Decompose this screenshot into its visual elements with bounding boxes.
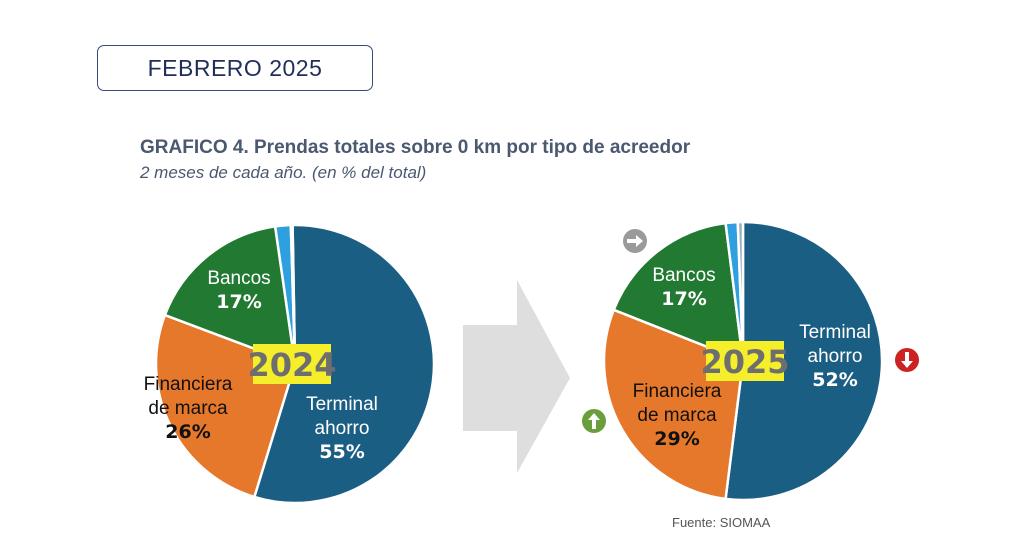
slice-label-bancos: Bancos: [652, 265, 715, 286]
source-note: Fuente: SIOMAA: [672, 515, 771, 530]
slice-value-bancos: 17%: [216, 291, 261, 313]
slice-bancos: [163, 225, 297, 366]
year-label-box: [706, 341, 784, 381]
slice-label-financiera: Financiera: [144, 374, 233, 395]
slice-otros2: [289, 223, 297, 366]
slice-label-terminal: ahorro: [315, 418, 370, 439]
slice-terminal: [724, 220, 884, 502]
year-label: 2024: [247, 346, 336, 384]
year-label-box: [253, 344, 331, 384]
slice-value-terminal: 52%: [812, 369, 857, 391]
period-label: FEBRERO 2025: [97, 45, 373, 91]
slice-label-terminal: Terminal: [799, 322, 871, 343]
slice-terminal: [253, 223, 436, 505]
trend-flat-icon: [623, 229, 647, 253]
slice-bancos: [612, 221, 745, 363]
slice-value-terminal: 55%: [319, 441, 364, 463]
slice-otros2: [736, 220, 745, 363]
slice-label-terminal: Terminal: [306, 394, 378, 415]
chart-title: GRAFICO 4. Prendas totales sobre 0 km po…: [140, 137, 691, 158]
year-label: 2025: [700, 343, 789, 381]
trend-up-icon: [582, 409, 606, 433]
slice-label-bancos: Bancos: [207, 268, 270, 289]
slice-label-terminal: ahorro: [808, 346, 863, 367]
slice-label-financiera: de marca: [637, 405, 717, 426]
slice-value-financiera: 26%: [165, 421, 210, 443]
slice-value-financiera: 29%: [654, 428, 699, 450]
trend-down-icon: [895, 348, 919, 372]
chart-subtitle: 2 meses de cada año. (en % del total): [140, 163, 427, 182]
slice-value-bancos: 17%: [661, 288, 706, 310]
slice-label-financiera: Financiera: [633, 381, 722, 402]
slice-label-financiera: de marca: [148, 398, 228, 419]
transition-arrow: [463, 280, 570, 473]
